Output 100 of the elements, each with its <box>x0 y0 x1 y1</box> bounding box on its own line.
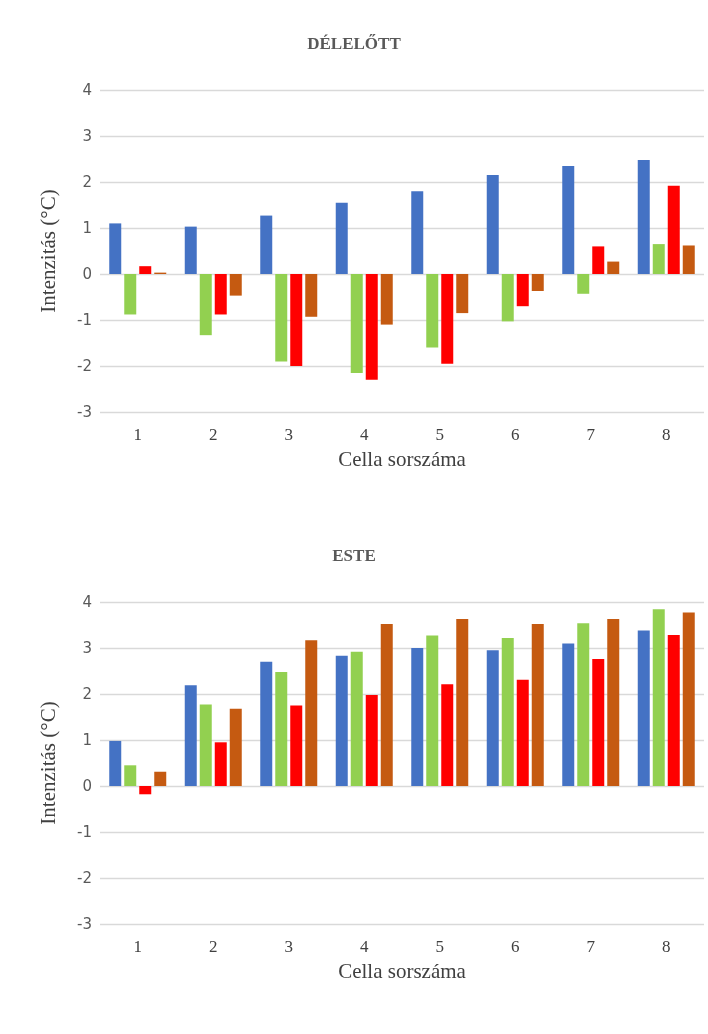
x-axis-title: Cella sorszáma <box>338 958 467 983</box>
y-tick-label: -1 <box>77 311 92 329</box>
y-tick-label: 4 <box>82 81 92 99</box>
y-tick-label: 2 <box>82 173 92 191</box>
y-tick-label: 1 <box>82 219 92 237</box>
bar <box>139 266 152 274</box>
bar <box>260 215 273 274</box>
bar <box>426 635 439 786</box>
x-tick-label: 7 <box>586 937 596 956</box>
bar <box>441 684 454 786</box>
bar <box>290 705 303 786</box>
bar <box>486 650 499 786</box>
bar <box>501 637 514 786</box>
y-tick-label: 2 <box>82 685 92 703</box>
bar <box>365 274 378 380</box>
bar <box>275 671 288 786</box>
y-tick-label: -2 <box>77 869 92 887</box>
x-axis-title: Cella sorszáma <box>338 446 467 471</box>
y-tick-label: 0 <box>82 265 92 283</box>
x-tick-label: 6 <box>511 937 520 956</box>
bar <box>380 624 393 786</box>
bar <box>637 159 650 274</box>
bar <box>199 274 212 336</box>
bar <box>109 223 122 274</box>
y-tick-label: 0 <box>82 777 92 795</box>
x-tick-label: 5 <box>435 425 444 444</box>
bar <box>577 274 590 294</box>
bar <box>411 191 424 274</box>
y-axis-title: Intenzitás (°C) <box>35 701 60 825</box>
bar <box>305 274 318 317</box>
bar <box>229 708 242 786</box>
x-tick-label: 4 <box>360 425 369 444</box>
bar <box>652 609 665 786</box>
y-tick-label: 1 <box>82 731 92 749</box>
y-tick-label: -3 <box>77 915 92 933</box>
y-tick-label: -1 <box>77 823 92 841</box>
bar <box>260 661 273 786</box>
bar <box>214 274 227 315</box>
bar <box>350 651 363 786</box>
bar <box>516 274 529 307</box>
x-tick-label: 7 <box>586 425 596 444</box>
bar <box>335 655 348 786</box>
x-tick-label: 2 <box>209 937 218 956</box>
bar <box>637 630 650 786</box>
bar <box>562 165 575 274</box>
bar <box>607 619 620 786</box>
bar <box>592 659 605 786</box>
bar <box>531 274 544 292</box>
bar <box>486 175 499 274</box>
bar <box>139 786 152 795</box>
bar <box>441 274 454 364</box>
y-tick-label: 3 <box>82 639 92 657</box>
bar <box>124 765 137 786</box>
bar <box>577 623 590 786</box>
bar <box>275 274 288 362</box>
bar <box>562 643 575 786</box>
bar <box>305 640 318 786</box>
bar <box>229 274 242 296</box>
bar <box>667 185 680 274</box>
x-tick-label: 8 <box>662 425 671 444</box>
bar <box>652 244 665 274</box>
bar <box>592 246 605 274</box>
bar <box>516 679 529 786</box>
y-axis-title: Intenzitás (°C) <box>35 189 60 313</box>
bar <box>184 685 197 786</box>
x-tick-label: 4 <box>360 937 369 956</box>
bar <box>214 742 227 786</box>
x-tick-label: 2 <box>209 425 218 444</box>
bar <box>667 635 680 786</box>
bar <box>290 274 303 366</box>
bar <box>124 274 137 315</box>
bar <box>501 274 514 322</box>
x-tick-label: 1 <box>133 937 142 956</box>
y-tick-label: -3 <box>77 403 92 421</box>
x-tick-label: 6 <box>511 425 520 444</box>
bar <box>682 245 695 274</box>
x-tick-label: 1 <box>133 425 142 444</box>
bar <box>350 274 363 373</box>
bar <box>456 619 469 786</box>
bar <box>365 694 378 786</box>
bar <box>380 274 393 325</box>
bar <box>531 624 544 786</box>
bar <box>109 740 122 786</box>
bar <box>184 226 197 274</box>
y-tick-label: 4 <box>82 593 92 611</box>
x-tick-label: 3 <box>284 937 293 956</box>
chart-title: ESTE <box>332 546 376 565</box>
y-tick-label: -2 <box>77 357 92 375</box>
bar <box>607 261 620 274</box>
bar <box>456 274 469 314</box>
bar <box>154 771 167 786</box>
bar <box>682 612 695 786</box>
x-tick-label: 3 <box>284 425 293 444</box>
bar <box>199 704 212 786</box>
x-tick-label: 5 <box>435 937 444 956</box>
bar <box>426 274 439 348</box>
bar <box>335 202 348 274</box>
y-tick-label: 3 <box>82 127 92 145</box>
bar <box>411 648 424 786</box>
chart-title: DÉLELŐTT <box>307 34 402 53</box>
